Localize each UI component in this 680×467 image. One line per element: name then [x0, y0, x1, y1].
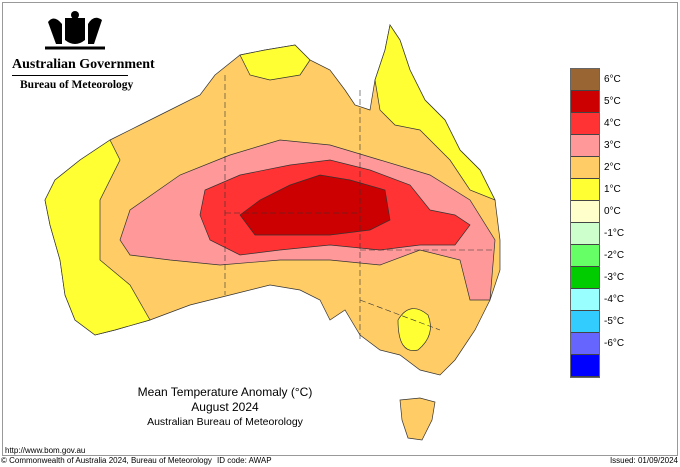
- legend-label: -1°C: [604, 228, 625, 239]
- legend-label: -6°C: [604, 338, 625, 349]
- id-code: ID code: AWAP: [217, 456, 272, 465]
- map-source: Australian Bureau of Meteorology: [147, 416, 303, 428]
- yellow-se-blob: [397, 308, 431, 351]
- legend-swatch: [571, 91, 599, 113]
- map-title: Mean Temperature Anomaly (°C): [137, 385, 313, 399]
- yellow-north-top: [239, 44, 311, 81]
- bureau-name: Bureau of Meteorology: [20, 79, 134, 91]
- legend-swatch: [571, 69, 599, 91]
- legend-swatch: [571, 135, 599, 157]
- yellow-north-region: [374, 24, 496, 201]
- divider: [12, 75, 128, 76]
- legend-swatch: [571, 245, 599, 267]
- state-borders: [224, 75, 495, 340]
- legend-label: -3°C: [604, 272, 625, 283]
- australia-anomaly-map: [44, 24, 501, 441]
- legend-label: 6°C: [604, 74, 621, 85]
- map-frame: [2, 2, 678, 456]
- legend-label: -5°C: [604, 316, 625, 327]
- legend-swatch: [571, 113, 599, 135]
- dark-red-region: [239, 174, 391, 236]
- legend-swatch: [571, 289, 599, 311]
- coat-of-arms-logo: [45, 11, 105, 50]
- legend-label: 0°C: [604, 206, 621, 217]
- legend-label: 1°C: [604, 184, 621, 195]
- yellow-west-region: [44, 139, 151, 336]
- legend-swatch: [571, 223, 599, 245]
- website-link[interactable]: http://www.bom.gov.au: [5, 446, 86, 455]
- legend-label: -2°C: [604, 250, 625, 261]
- tasmania: [399, 397, 436, 441]
- color-legend: [570, 68, 600, 378]
- map-title-block: Mean Temperature Anomaly (°C) August 202…: [120, 385, 330, 428]
- legend-label: 5°C: [604, 96, 621, 107]
- org-name: Australian Government: [12, 57, 155, 72]
- legend-swatch: [571, 267, 599, 289]
- map-period: August 2024: [191, 400, 259, 414]
- legend-swatch: [571, 333, 599, 355]
- issued-date: Issued: 01/09/2024: [609, 456, 678, 465]
- legend-swatch: [571, 179, 599, 201]
- legend-swatch: [571, 311, 599, 333]
- legend-swatch: [571, 201, 599, 223]
- legend-label: 4°C: [604, 118, 621, 129]
- legend-swatch: [571, 355, 599, 377]
- legend-label: 2°C: [604, 162, 621, 173]
- legend-swatch: [571, 157, 599, 179]
- copyright: © Commonwealth of Australia 2024, Bureau…: [1, 456, 212, 465]
- legend-label: 3°C: [604, 140, 621, 151]
- legend-label: -4°C: [604, 294, 625, 305]
